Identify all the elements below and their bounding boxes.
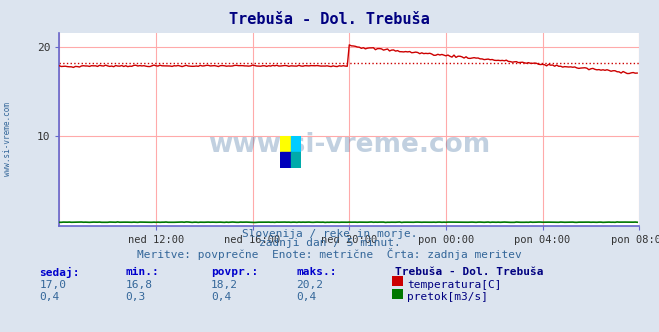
Text: 0,3: 0,3 — [125, 292, 146, 302]
Text: 0,4: 0,4 — [297, 292, 317, 302]
Text: maks.:: maks.: — [297, 267, 337, 277]
Text: 17,0: 17,0 — [40, 280, 67, 290]
Text: 0,4: 0,4 — [211, 292, 231, 302]
Text: min.:: min.: — [125, 267, 159, 277]
Text: zadnji dan / 5 minut.: zadnji dan / 5 minut. — [258, 238, 401, 248]
Text: Trebuša - Dol. Trebuša: Trebuša - Dol. Trebuša — [229, 12, 430, 27]
Text: temperatura[C]: temperatura[C] — [407, 280, 501, 290]
Bar — [280, 136, 291, 152]
Text: sedaj:: sedaj: — [40, 267, 80, 278]
Text: 0,4: 0,4 — [40, 292, 60, 302]
Text: www.si-vreme.com: www.si-vreme.com — [3, 103, 13, 176]
Text: povpr.:: povpr.: — [211, 267, 258, 277]
Text: www.si-vreme.com: www.si-vreme.com — [208, 132, 490, 158]
Text: Trebuša - Dol. Trebuša: Trebuša - Dol. Trebuša — [395, 267, 544, 277]
Text: 16,8: 16,8 — [125, 280, 152, 290]
Text: 18,2: 18,2 — [211, 280, 238, 290]
Bar — [291, 136, 301, 152]
Text: pretok[m3/s]: pretok[m3/s] — [407, 292, 488, 302]
Bar — [280, 152, 291, 168]
Text: Slovenija / reke in morje.: Slovenija / reke in morje. — [242, 229, 417, 239]
Text: 20,2: 20,2 — [297, 280, 324, 290]
Bar — [291, 152, 301, 168]
Text: Meritve: povprečne  Enote: metrične  Črta: zadnja meritev: Meritve: povprečne Enote: metrične Črta:… — [137, 248, 522, 260]
